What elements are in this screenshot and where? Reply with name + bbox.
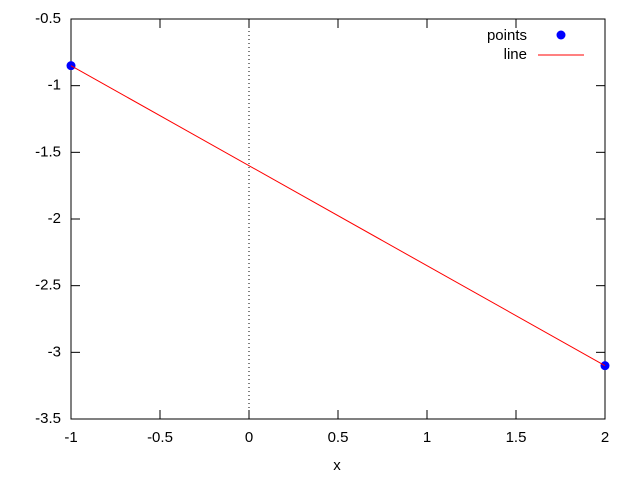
- x-tick-label: -1: [64, 429, 77, 446]
- y-tick-label: -0.5: [35, 10, 61, 27]
- plot-frame: [70, 18, 606, 420]
- x-tick-label: 0.5: [328, 429, 349, 446]
- y-tick-label: -1.5: [35, 143, 61, 160]
- x-tick-label: 1.5: [506, 429, 527, 446]
- y-tick-label: -3.5: [35, 410, 61, 427]
- x-axis-label: x: [333, 457, 341, 474]
- legend-label: points: [487, 27, 527, 44]
- x-tick-label: 2: [601, 429, 609, 446]
- y-tick-label: -2: [48, 210, 61, 227]
- legend-marker: [556, 30, 566, 40]
- x-tick-label: 0: [245, 429, 253, 446]
- y-tick-label: -1: [48, 77, 61, 94]
- x-tick-label: -0.5: [147, 429, 173, 446]
- data-line: [70, 65, 606, 367]
- y-tick-label: -3: [48, 343, 61, 360]
- legend-label: line: [504, 46, 527, 63]
- x-tick-label: 1: [423, 429, 431, 446]
- y-tick-label: -2.5: [35, 277, 61, 294]
